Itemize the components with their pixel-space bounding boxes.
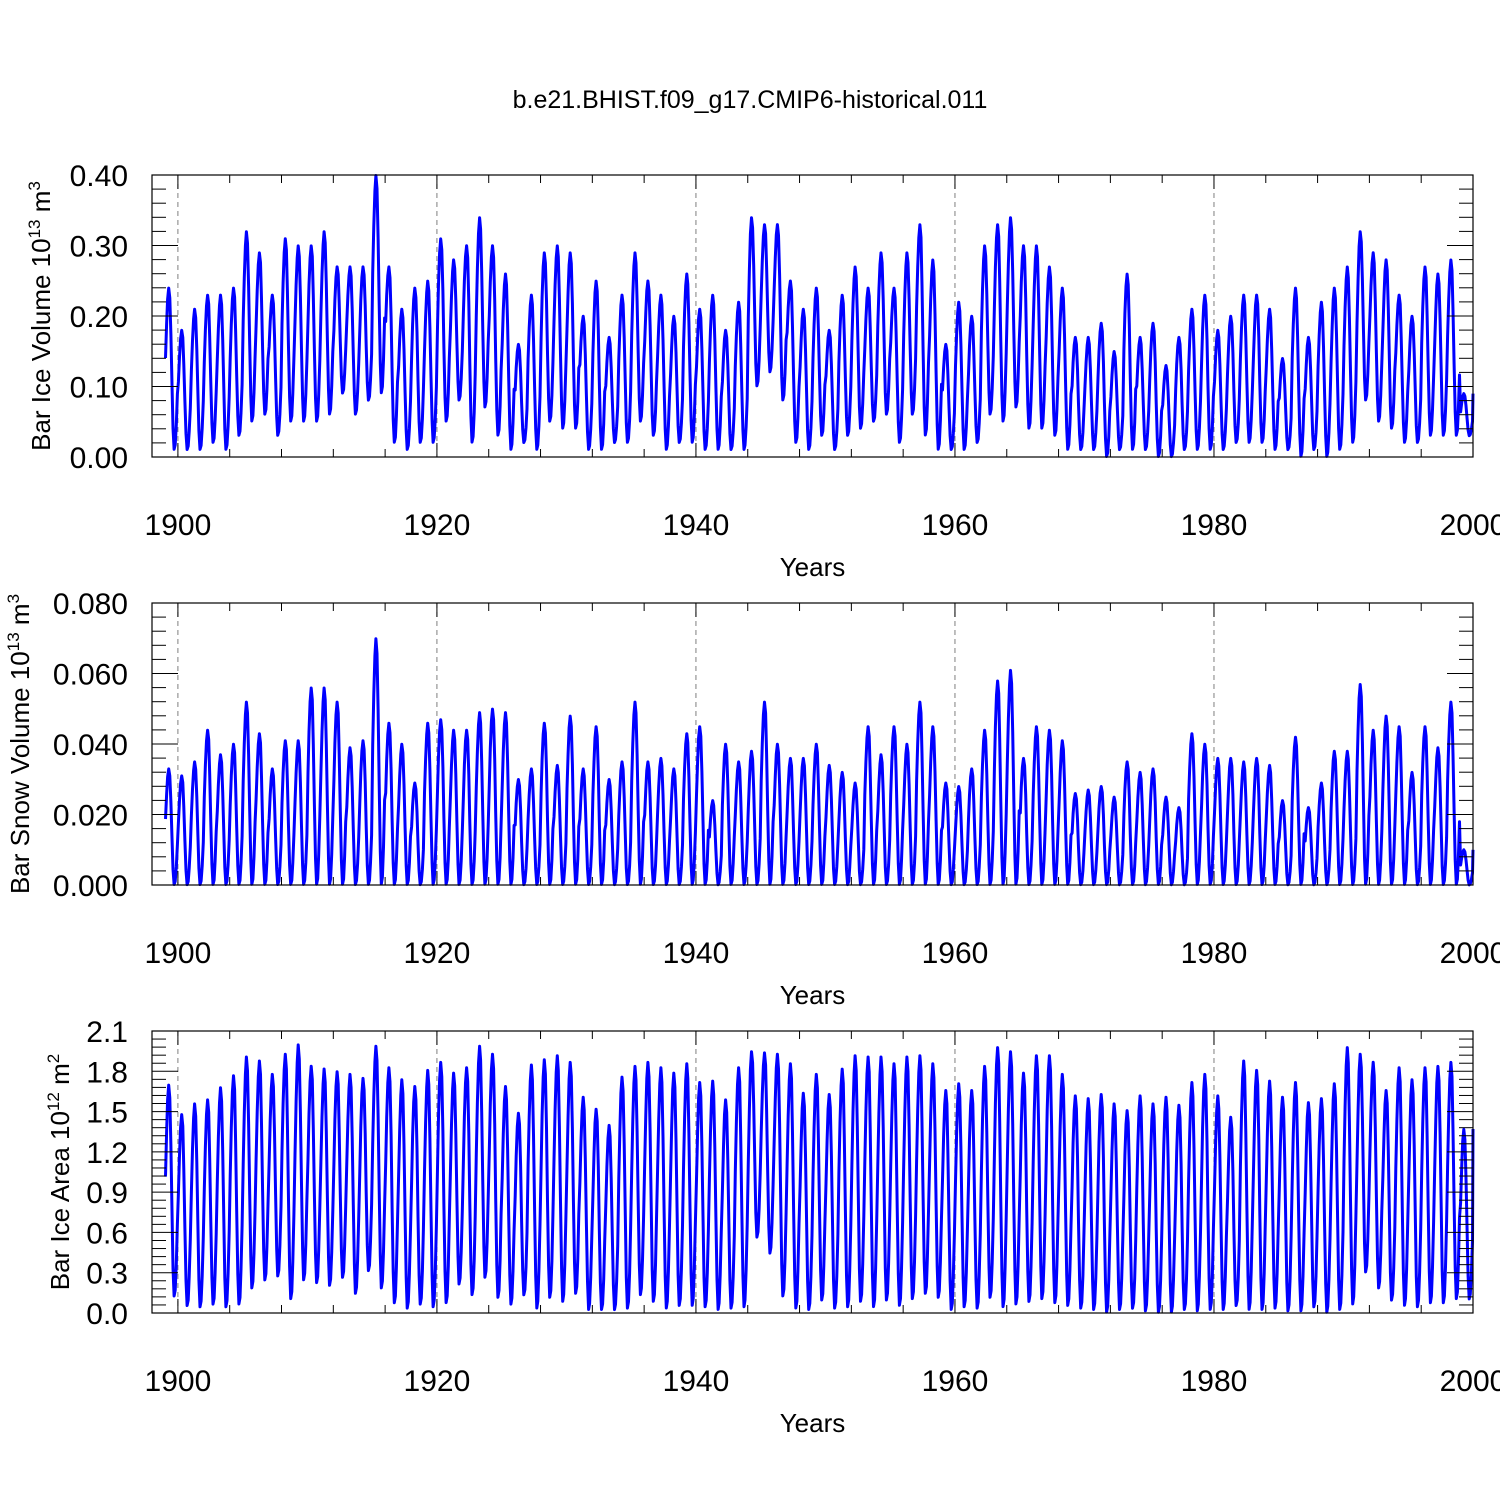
- y-tick-label: 0.30: [70, 231, 128, 264]
- y-tick-label: 1.2: [86, 1137, 128, 1170]
- panel-3: 1900 1920 1940 1960 1980 2000 Years 0.0 0.3 0.6 0.…: [44, 1016, 1500, 1438]
- y-tick-label: 0.000: [53, 870, 128, 903]
- x-tick-label: 1900: [145, 509, 212, 542]
- y-tick-label: 0.6: [86, 1217, 128, 1250]
- x-tick-label: 1960: [922, 509, 989, 542]
- y-axis-label: Bar Ice Volume 1013 m3: [25, 181, 56, 451]
- y-tick-label: 0.040: [53, 729, 128, 762]
- x-tick-label: 1920: [404, 1365, 471, 1398]
- x-tick-label: 1980: [1181, 937, 1248, 970]
- panel-1: 1900 1920 1940 1960 1980 2000 Years 0.00 0.10 0.2…: [25, 160, 1500, 582]
- x-tick-label: 1940: [663, 1365, 730, 1398]
- y-tick-label: 0.3: [86, 1258, 128, 1291]
- x-axis-label: Years: [780, 1408, 846, 1438]
- x-axis-label: Years: [780, 980, 846, 1010]
- y-tick-label: 0.20: [70, 301, 128, 334]
- x-tick-label: 1920: [404, 509, 471, 542]
- y-tick-label: 0.080: [53, 588, 128, 621]
- plot-frame: [151, 1030, 1474, 1314]
- x-tick-label: 1960: [922, 937, 989, 970]
- series-line-bar-snow-volume: [164, 637, 1475, 887]
- x-tick-label: 1980: [1181, 509, 1248, 542]
- y-axis-label: Bar Snow Volume 1013 m3: [4, 594, 35, 894]
- y-tick-label: 1.5: [86, 1097, 128, 1130]
- y-axis-label: Bar Ice Area 1012 m2: [44, 1054, 75, 1291]
- y-tick-label: 0.0: [86, 1298, 128, 1331]
- y-tick-label: 0.020: [53, 800, 128, 833]
- y-tick-label: 0.00: [70, 442, 128, 475]
- panel-2: 1900 1920 1940 1960 1980 2000 Years 0.000 0.020 0…: [4, 588, 1500, 1010]
- x-tick-label: 2000: [1440, 1365, 1500, 1398]
- x-tick-label: 1940: [663, 509, 730, 542]
- x-axis-label: Years: [780, 552, 846, 582]
- y-tick-label: 0.060: [53, 659, 128, 692]
- x-tick-label: 1940: [663, 937, 730, 970]
- x-tick-label: 2000: [1440, 509, 1500, 542]
- x-tick-label: 1900: [145, 937, 212, 970]
- x-tick-label: 1960: [922, 1365, 989, 1398]
- y-tick-label: 2.1: [86, 1016, 128, 1049]
- series-line-bar-ice-area: [164, 1043, 1475, 1314]
- x-tick-label: 1920: [404, 937, 471, 970]
- y-tick-label: 0.40: [70, 160, 128, 193]
- y-tick-label: 0.10: [70, 372, 128, 405]
- x-tick-label: 1980: [1181, 1365, 1248, 1398]
- x-tick-label: 1900: [145, 1365, 212, 1398]
- y-tick-label: 1.8: [86, 1056, 128, 1089]
- series-line-bar-ice-volume: [164, 174, 1475, 459]
- y-tick-label: 0.9: [86, 1177, 128, 1210]
- x-tick-label: 2000: [1440, 937, 1500, 970]
- page-title: b.e21.BHIST.f09_g17.CMIP6-historical.011: [512, 86, 988, 114]
